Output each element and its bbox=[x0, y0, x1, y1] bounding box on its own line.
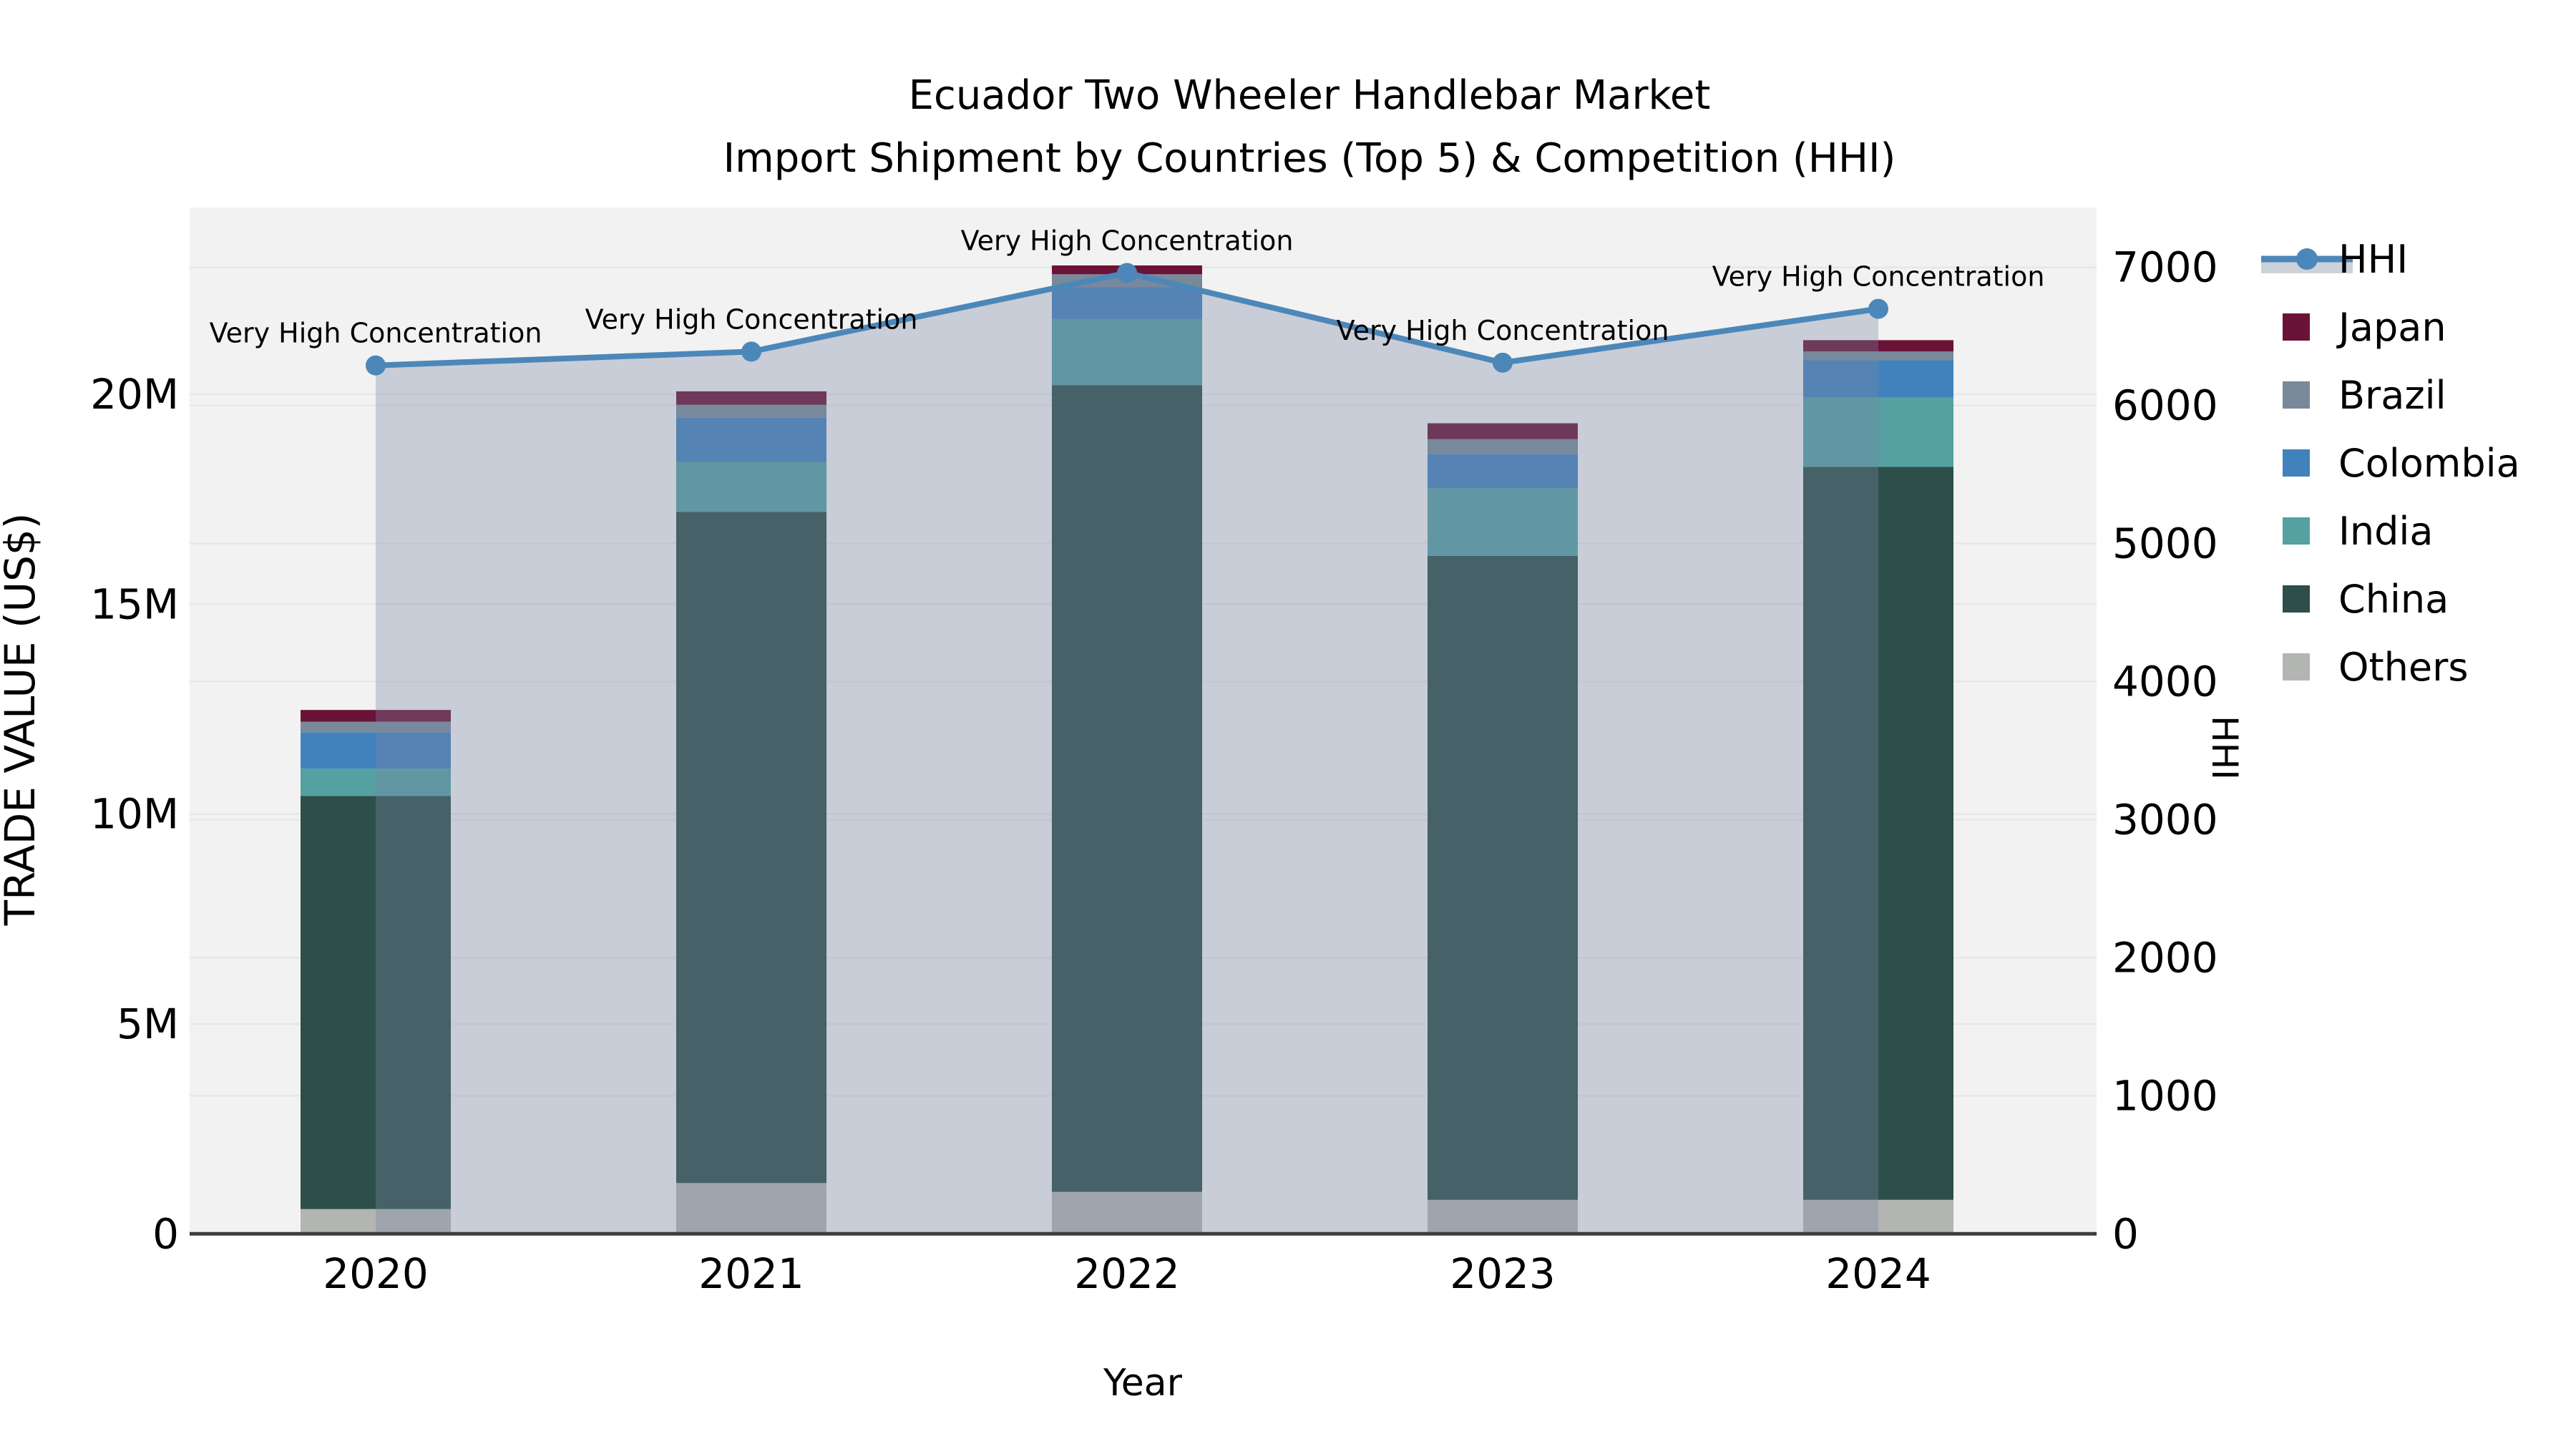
bar-segment-2022-china bbox=[1052, 385, 1202, 1192]
hhi-marker-2024 bbox=[1868, 298, 1888, 319]
y-left-tick-5M: 5M bbox=[117, 1000, 179, 1048]
y-right-tick-4000: 4000 bbox=[2112, 658, 2218, 706]
y-right-tick-3000: 3000 bbox=[2112, 795, 2218, 844]
legend-swatch-japan bbox=[2283, 313, 2310, 341]
hhi-marker-2021 bbox=[741, 341, 761, 362]
legend-swatch-colombia bbox=[2283, 449, 2310, 477]
bar-segment-2022-others bbox=[1052, 1191, 1202, 1234]
y-right-tick-7000: 7000 bbox=[2112, 243, 2218, 292]
bar-segment-2020-japan bbox=[301, 710, 451, 722]
legend-swatch-china bbox=[2283, 585, 2310, 613]
bar-segment-2021-india bbox=[676, 462, 826, 512]
hhi-marker-2023 bbox=[1493, 352, 1513, 373]
hhi-marker-2022 bbox=[1117, 263, 1137, 283]
x-tick-2023: 2023 bbox=[1450, 1249, 1556, 1298]
hhi-area-fill bbox=[376, 273, 1878, 1234]
annotation-layer: Very High Concentration Very High Concent… bbox=[210, 225, 2045, 348]
bar-segment-2021-brazil bbox=[676, 404, 826, 418]
bar-segment-2020-india bbox=[301, 769, 451, 796]
legend-item-colombia: Colombia bbox=[2283, 441, 2520, 486]
bar-segment-2021-others bbox=[676, 1183, 826, 1234]
legend-label-brazil: Brazil bbox=[2338, 373, 2446, 418]
legend-label-hhi: HHI bbox=[2338, 237, 2408, 282]
y-right-tick-0: 0 bbox=[2112, 1209, 2139, 1258]
bar-segment-2023-colombia bbox=[1428, 454, 1578, 489]
legend: HHI Japan Brazil Colombia India China Others bbox=[2261, 237, 2520, 690]
annotation-2020: Very High Concentration bbox=[210, 318, 542, 349]
legend-label-india: India bbox=[2338, 509, 2434, 554]
bar-segment-2023-brazil bbox=[1428, 439, 1578, 454]
annotation-2023: Very High Concentration bbox=[1337, 315, 1669, 346]
bar-segment-2021-colombia bbox=[676, 417, 826, 462]
x-axis-title: Year bbox=[1103, 1362, 1183, 1405]
annotation-2024: Very High Concentration bbox=[1712, 261, 2045, 293]
x-tick-2020: 2020 bbox=[323, 1249, 429, 1298]
bar-segment-2020-others bbox=[301, 1209, 451, 1234]
bar-segment-2020-china bbox=[301, 796, 451, 1209]
x-tick-2021: 2021 bbox=[698, 1249, 804, 1298]
annotation-2022: Very High Concentration bbox=[961, 225, 1294, 256]
bar-segment-2024-india bbox=[1803, 397, 1953, 467]
y-left-tick-20M: 20M bbox=[90, 370, 179, 419]
hhi-area-fill-layer bbox=[376, 273, 1878, 1234]
y-axis-title-left: TRADE VALUE (US$) bbox=[0, 513, 44, 927]
legend-item-india: India bbox=[2283, 509, 2434, 554]
legend-swatch-brazil bbox=[2283, 381, 2310, 409]
bar-segment-2023-others bbox=[1428, 1199, 1578, 1234]
bar-segment-2023-japan bbox=[1428, 423, 1578, 439]
tick-label-layer: 0 5M 10M 15M 20M 0 1000 2000 3000 4000 5000 6000 700… bbox=[90, 243, 2218, 1298]
x-tick-2022: 2022 bbox=[1074, 1249, 1180, 1298]
y-left-tick-10M: 10M bbox=[90, 790, 179, 839]
legend-label-japan: Japan bbox=[2336, 305, 2446, 350]
bar-segment-2023-india bbox=[1428, 488, 1578, 556]
legend-label-others: Others bbox=[2338, 645, 2468, 690]
y-right-tick-5000: 5000 bbox=[2112, 519, 2218, 568]
bar-segment-2021-china bbox=[676, 512, 826, 1184]
legend-label-china: China bbox=[2338, 577, 2449, 622]
bar-segment-2024-colombia bbox=[1803, 360, 1953, 398]
y-right-tick-1000: 1000 bbox=[2112, 1071, 2218, 1120]
chart-title-line1: Ecuador Two Wheeler Handlebar Market bbox=[909, 72, 1711, 119]
stacked-bars-layer bbox=[301, 265, 1953, 1234]
chart-title-line2: Import Shipment by Countries (Top 5) & C… bbox=[723, 135, 1896, 182]
annotation-2021: Very High Concentration bbox=[585, 303, 918, 335]
bar-segment-2020-brazil bbox=[301, 721, 451, 733]
legend-item-china: China bbox=[2283, 577, 2449, 622]
bar-segment-2023-china bbox=[1428, 555, 1578, 1200]
legend-item-others: Others bbox=[2283, 645, 2468, 690]
bar-segment-2022-colombia bbox=[1052, 287, 1202, 320]
legend-item-brazil: Brazil bbox=[2283, 373, 2446, 418]
legend-swatch-others bbox=[2283, 653, 2310, 680]
y-right-tick-6000: 6000 bbox=[2112, 381, 2218, 430]
hhi-marker-2020 bbox=[366, 355, 386, 376]
hhi-line-layer bbox=[366, 263, 1888, 376]
bar-segment-2024-brazil bbox=[1803, 351, 1953, 361]
bar-segment-2024-china bbox=[1803, 467, 1953, 1200]
y-left-tick-15M: 15M bbox=[90, 580, 179, 628]
bar-segment-2021-japan bbox=[676, 391, 826, 405]
bar-segment-2022-india bbox=[1052, 319, 1202, 386]
bar-segment-2020-colombia bbox=[301, 732, 451, 769]
legend-label-colombia: Colombia bbox=[2338, 441, 2520, 486]
x-tick-2024: 2024 bbox=[1825, 1249, 1931, 1298]
legend-item-hhi: HHI bbox=[2261, 237, 2408, 282]
legend-hhi-marker-icon bbox=[2296, 248, 2318, 270]
y-axis-title-right: HHI bbox=[2204, 716, 2245, 780]
y-right-tick-2000: 2000 bbox=[2112, 933, 2218, 982]
bar-segment-2024-japan bbox=[1803, 340, 1953, 352]
y-left-tick-0: 0 bbox=[152, 1209, 179, 1258]
legend-item-japan: Japan bbox=[2283, 305, 2446, 350]
bar-segment-2024-others bbox=[1803, 1199, 1953, 1234]
legend-swatch-india bbox=[2283, 517, 2310, 545]
